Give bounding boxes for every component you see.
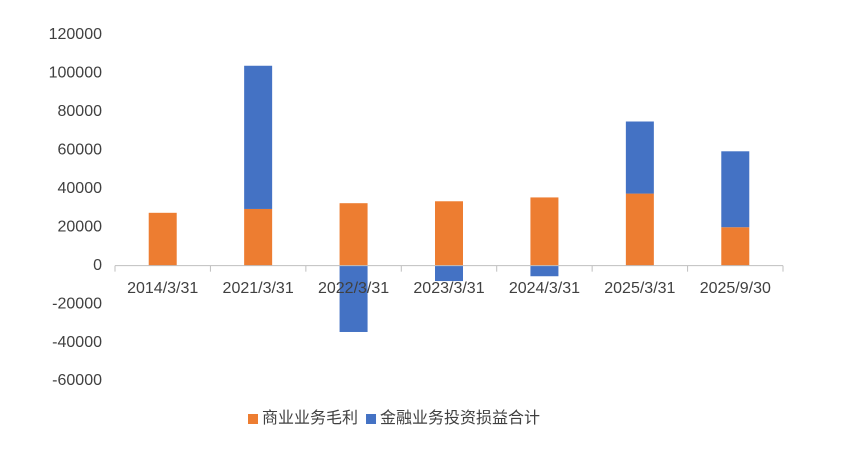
legend-label: 金融业务投资损益合计 [380, 409, 540, 427]
x-tick-label: 2021/3/31 [223, 280, 294, 297]
y-tick-label: 100000 [49, 65, 102, 82]
bar [625, 193, 654, 266]
bar [244, 65, 273, 209]
bar [530, 265, 559, 277]
y-tick-label: 60000 [58, 142, 103, 159]
x-tick-label: 2024/3/31 [509, 280, 580, 297]
y-tick-label: 0 [93, 257, 102, 274]
bar [435, 201, 463, 266]
bar [530, 197, 559, 266]
legend-label: 商业业务毛利 [262, 409, 358, 427]
y-tick-label: 80000 [58, 103, 103, 120]
bar [244, 208, 273, 266]
bar [435, 265, 463, 282]
bar [148, 212, 177, 266]
legend-swatch [366, 414, 377, 424]
y-tick-label: -20000 [52, 295, 102, 312]
legend-swatch [248, 414, 258, 424]
x-tick-label: 2025/3/31 [604, 280, 675, 297]
y-tick-label: 20000 [58, 218, 103, 235]
y-tick-label: -60000 [52, 372, 102, 389]
bar [339, 203, 368, 266]
y-tick-label: 40000 [58, 180, 103, 197]
bar [625, 121, 654, 194]
y-tick-label: 120000 [49, 26, 102, 43]
bar [721, 227, 750, 266]
bar [721, 151, 750, 228]
bar [339, 265, 368, 332]
x-tick-label: 2025/9/30 [700, 280, 771, 297]
y-tick-label: -40000 [52, 334, 102, 351]
x-tick-label: 2023/3/31 [413, 280, 484, 297]
x-tick-label: 2022/3/31 [318, 280, 389, 297]
x-tick-label: 2014/3/31 [127, 280, 198, 297]
